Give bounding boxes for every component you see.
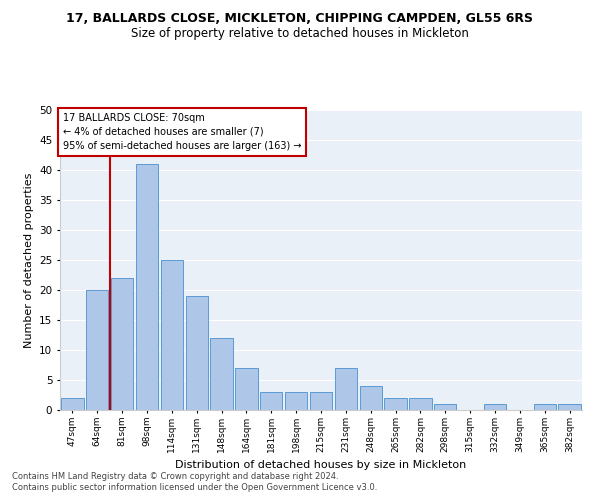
Bar [484,404,506,410]
Text: Contains public sector information licensed under the Open Government Licence v3: Contains public sector information licen… [12,484,377,492]
Bar [335,368,357,410]
Bar [285,392,307,410]
Text: Contains HM Land Registry data © Crown copyright and database right 2024.: Contains HM Land Registry data © Crown c… [12,472,338,481]
Bar [86,290,109,410]
Bar [61,398,83,410]
Bar [310,392,332,410]
Bar [136,164,158,410]
Bar [185,296,208,410]
Bar [260,392,283,410]
Bar [359,386,382,410]
Text: Size of property relative to detached houses in Mickleton: Size of property relative to detached ho… [131,28,469,40]
Bar [161,260,183,410]
Bar [111,278,133,410]
X-axis label: Distribution of detached houses by size in Mickleton: Distribution of detached houses by size … [175,460,467,470]
Bar [533,404,556,410]
Bar [211,338,233,410]
Bar [559,404,581,410]
Bar [385,398,407,410]
Bar [434,404,457,410]
Bar [235,368,257,410]
Bar [409,398,431,410]
Text: 17, BALLARDS CLOSE, MICKLETON, CHIPPING CAMPDEN, GL55 6RS: 17, BALLARDS CLOSE, MICKLETON, CHIPPING … [67,12,533,26]
Y-axis label: Number of detached properties: Number of detached properties [23,172,34,348]
Text: 17 BALLARDS CLOSE: 70sqm
← 4% of detached houses are smaller (7)
95% of semi-det: 17 BALLARDS CLOSE: 70sqm ← 4% of detache… [62,113,301,151]
